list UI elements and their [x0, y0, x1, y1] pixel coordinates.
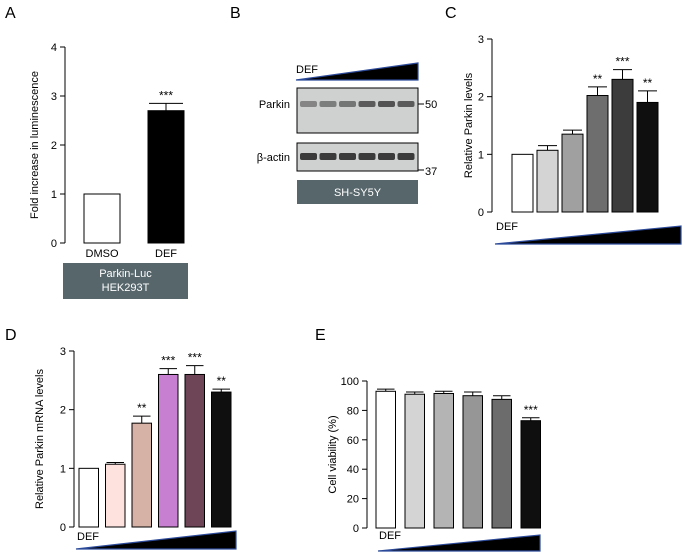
chart-c-y-tick-label: 1 [478, 149, 484, 161]
blot-parkin-band [378, 101, 395, 107]
blot-actin-band [300, 153, 317, 160]
chart-e-bar [404, 393, 425, 529]
chart-a-y-label: Fold increase in luminescence [29, 71, 41, 219]
panel-letter-b: B [230, 5, 241, 22]
blot-marker-50: 50 [425, 99, 437, 111]
chart-c-y-tick-label: 2 [478, 92, 484, 104]
blot-actin-band [378, 153, 395, 160]
chart-a-category-label: DMSO [86, 248, 119, 260]
chart-e-bar [491, 398, 512, 529]
chart-a-y-tick-label: 4 [51, 42, 57, 54]
chart-d-significance: *** [188, 351, 202, 365]
blot-parkin-band [397, 101, 415, 107]
panel-letter-a: A [5, 5, 16, 22]
blot-actin-band [358, 153, 376, 160]
chart-a-bar [147, 110, 185, 244]
panel-letter-c: C [445, 5, 457, 22]
chart-d-y-tick-label: 0 [60, 522, 66, 534]
blot-cell-line: SH-SY5Y [334, 187, 382, 199]
chart-c-significance: ** [593, 72, 603, 86]
chart-c-y-tick-label: 3 [478, 34, 484, 46]
blot-actin-label: β-actin [257, 152, 290, 164]
blot-parkin-membrane [296, 87, 419, 134]
chart-e: 0 20 40 60 80 100 Cell viability (%) *** DEF [327, 376, 541, 552]
chart-c-treatment-label: DEF [496, 221, 518, 233]
chart-a-bar [83, 193, 121, 244]
chart-d-bar [131, 422, 152, 528]
chart-d-dose-ramp [75, 530, 237, 550]
chart-c-dose-ramp [494, 225, 682, 245]
blot-actin-band [397, 153, 415, 160]
chart-d-y-tick-label: 1 [60, 463, 66, 475]
chart-c-significance: *** [615, 55, 629, 69]
chart-e-y-label: Cell viability (%) [327, 415, 339, 493]
chart-c-y-tick-label: 0 [478, 207, 484, 219]
western-blot: DEF Parkin 50 β-actin 37 SH-SY5Y [257, 62, 437, 204]
chart-a-y-tick-label: 0 [51, 238, 57, 250]
chart-c-significance: ** [643, 76, 653, 90]
chart-d-bar [158, 373, 179, 528]
chart-e-bar [520, 420, 541, 529]
chart-d-y-label: Relative Parkin mRNA levels [34, 369, 46, 509]
chart-a-y-tick-label: 2 [51, 140, 57, 152]
chart-c-bar [586, 95, 609, 213]
chart-e-dose-ramp [377, 534, 541, 552]
chart-e-y-tick-label: 80 [347, 405, 359, 417]
blot-actin-band [339, 153, 356, 160]
blot-actin-band [319, 153, 337, 160]
chart-d-bar [78, 467, 99, 528]
chart-e-bar [462, 395, 483, 529]
panel-letter-e: E [315, 327, 326, 344]
chart-e-treatment-label: DEF [379, 530, 401, 542]
chart-a-category-label: DEF [155, 248, 177, 260]
chart-d-bar [184, 373, 205, 528]
chart-c-bar [511, 153, 534, 213]
chart-c-bar [536, 149, 559, 213]
panel-letter-d: D [5, 327, 17, 344]
chart-d-significance: ** [217, 374, 227, 388]
chart-d-significance: *** [161, 354, 175, 368]
chart-e-bar [375, 390, 396, 529]
chart-e-y-tick-label: 60 [347, 435, 359, 447]
chart-d-y-tick-label: 2 [60, 405, 66, 417]
blot-dose-ramp [295, 62, 419, 81]
chart-e-y-tick-label: 0 [353, 523, 359, 535]
chart-c-bar [561, 133, 584, 213]
blot-parkin-band [358, 101, 376, 107]
chart-a: 0 1 2 3 4 Fold increase in luminescence DMSO **… [29, 42, 188, 299]
chart-a-label-line: Parkin-Luc [99, 268, 152, 280]
chart-a-y-tick-label: 1 [51, 189, 57, 201]
chart-d-y-tick-label: 3 [60, 346, 66, 358]
chart-c-bar [636, 101, 659, 213]
chart-a-label-line: HEK293T [102, 282, 150, 294]
blot-parkin-band [319, 101, 337, 107]
chart-e-y-tick-label: 100 [341, 376, 359, 388]
blot-parkin-bands [300, 101, 415, 107]
blot-treatment-label: DEF [296, 64, 318, 76]
chart-a-label-box [63, 263, 188, 299]
chart-e-y-tick-label: 40 [347, 464, 359, 476]
chart-d-treatment-label: DEF [77, 531, 99, 543]
blot-actin-bands [300, 153, 415, 160]
chart-d-bar [211, 391, 232, 528]
chart-c-bar [611, 78, 634, 213]
chart-a-y-tick-label: 3 [51, 91, 57, 103]
blot-parkin-band [300, 101, 317, 107]
chart-d-significance: ** [137, 401, 147, 415]
blot-parkin-label: Parkin [259, 99, 290, 111]
chart-a-significance: *** [159, 88, 173, 102]
chart-e-y-tick-label: 20 [347, 494, 359, 506]
chart-e-significance: *** [524, 403, 538, 417]
blot-parkin-band [339, 101, 356, 107]
blot-cell-line-box [297, 180, 418, 204]
chart-d-bar [105, 463, 126, 528]
blot-actin-membrane [296, 142, 419, 172]
chart-e-bar [433, 392, 454, 529]
chart-c-y-label: Relative Parkin levels [463, 72, 475, 178]
blot-marker-37: 37 [425, 166, 437, 178]
